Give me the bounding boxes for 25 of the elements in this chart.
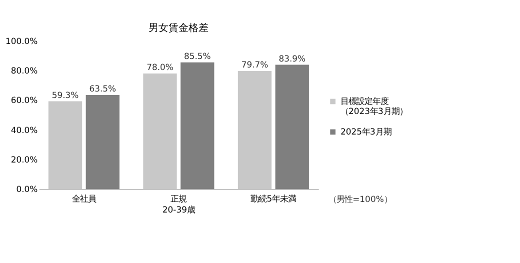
y-tick-label: 80.0% <box>10 66 38 76</box>
y-tick-label: 20.0% <box>10 154 38 164</box>
bar <box>86 95 120 190</box>
x-tick-label: 全社員 <box>72 193 96 204</box>
bar <box>275 64 309 190</box>
x-tick-label: 正規 20-39歳 <box>162 193 195 214</box>
y-tick-label: 0.0% <box>16 184 38 194</box>
data-label: 79.7% <box>241 60 268 70</box>
bar <box>48 101 82 190</box>
data-label: 78.0% <box>146 62 174 72</box>
legend-label: 目標設定年度（2023年3月期） <box>340 96 408 116</box>
text: （男性=100%） <box>328 194 392 204</box>
data-label: 83.9% <box>278 53 306 64</box>
bar <box>238 71 272 190</box>
data-label: 59.3% <box>52 90 79 100</box>
y-tick-label: 40.0% <box>10 124 38 135</box>
legend-label: 2025年3月期 <box>340 126 392 137</box>
x-tick-label: 勤続5年未満 <box>250 193 296 204</box>
y-tick-label: 100.0% <box>5 36 38 46</box>
bar <box>143 74 177 190</box>
bar <box>180 62 214 190</box>
data-label: 63.5% <box>89 84 116 94</box>
data-label: 85.5% <box>184 51 211 62</box>
chart-title: 男女賃金格差 <box>148 22 209 34</box>
y-tick-label: 60.0% <box>10 95 38 106</box>
